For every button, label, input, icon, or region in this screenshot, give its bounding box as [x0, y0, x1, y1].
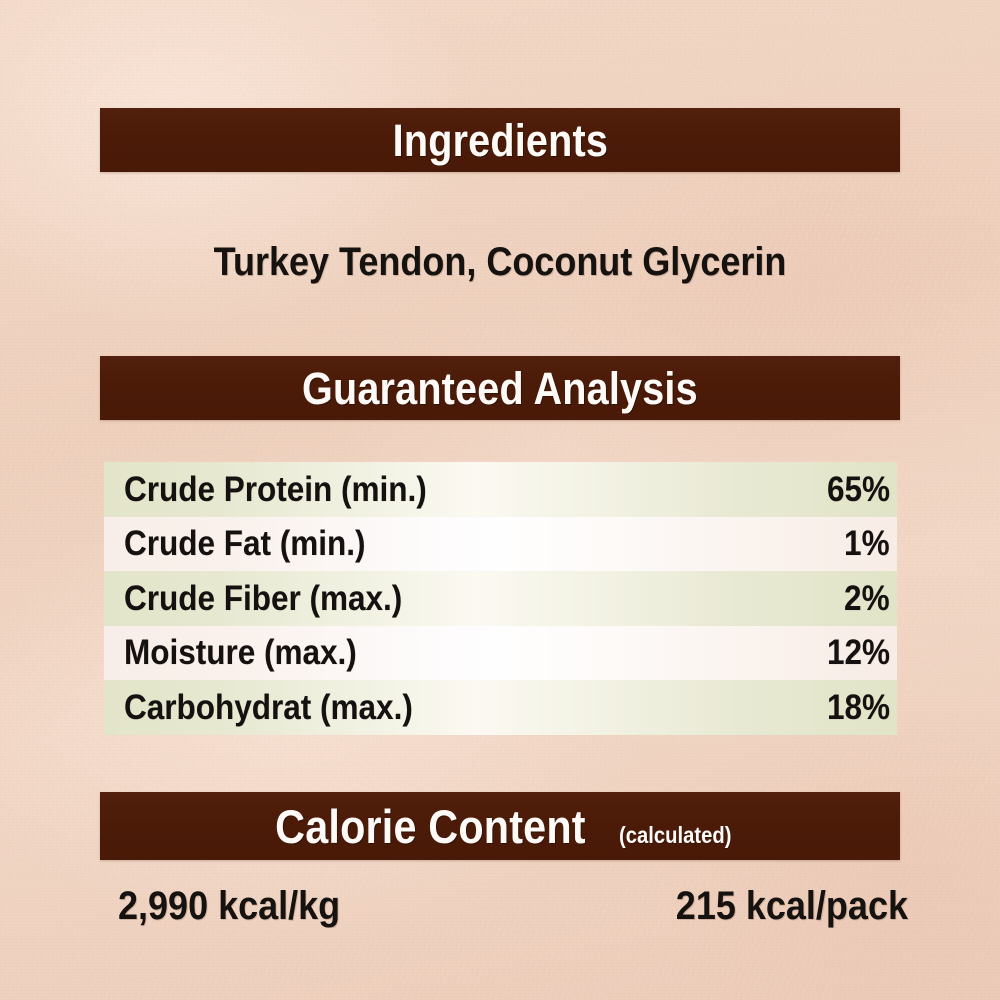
- nutrient-value: 2%: [844, 578, 890, 618]
- nutrient-label: Carbohydrat (max.): [124, 687, 413, 727]
- nutrient-label: Crude Fat (min.): [124, 524, 366, 564]
- table-row: Crude Protein (min.) 65%: [104, 462, 897, 517]
- calorie-per-pack-value: 215 kcal/pack: [675, 884, 908, 928]
- guaranteed-analysis-heading-text: Guaranteed Analysis: [302, 362, 698, 414]
- guaranteed-analysis-table: Crude Protein (min.) 65% Crude Fat (min.…: [104, 462, 897, 735]
- calorie-content-heading-text: Calorie Content: [274, 799, 586, 853]
- calorie-content-heading-bar: Calorie Content (calculated): [100, 792, 900, 860]
- nutrient-value: 65%: [826, 469, 890, 509]
- table-row: Carbohydrat (max.) 18%: [104, 680, 897, 735]
- ingredients-list-text: Turkey Tendon, Coconut Glycerin: [213, 240, 787, 284]
- nutrient-label: Crude Protein (min.): [124, 469, 427, 509]
- nutrient-value: 18%: [826, 687, 890, 727]
- guaranteed-analysis-heading-bar: Guaranteed Analysis: [100, 356, 900, 420]
- table-row: Moisture (max.) 12%: [104, 625, 897, 680]
- nutrient-label: Crude Fiber (max.): [124, 578, 403, 618]
- nutrient-value: 12%: [826, 633, 890, 673]
- calorie-heading-group: Calorie Content (calculated): [254, 803, 747, 850]
- calorie-values-row: 2,990 kcal/kg 215 kcal/pack: [118, 886, 908, 926]
- ingredients-heading-bar: Ingredients: [100, 108, 900, 172]
- calorie-per-kilogram-value: 2,990 kcal/kg: [118, 884, 341, 928]
- table-row: Crude Fiber (max.) 2%: [104, 571, 897, 626]
- table-row: Crude Fat (min.) 1%: [104, 516, 897, 571]
- ingredients-heading-text: Ingredients: [392, 114, 608, 166]
- calorie-content-subtitle-text: (calculated): [618, 821, 732, 848]
- nutrient-label: Moisture (max.): [124, 633, 357, 673]
- nutrient-value: 1%: [844, 524, 890, 564]
